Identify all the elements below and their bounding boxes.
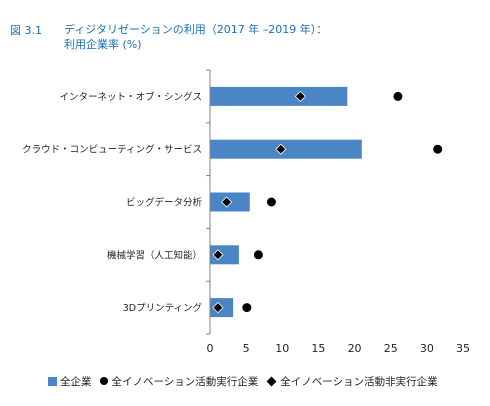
diamond-non-innovation — [212, 249, 224, 261]
dot-innovation — [433, 144, 443, 154]
category-label: 3Dプリンティング — [123, 302, 203, 314]
legend-item-innovation: 全イノベーション活動実行企業 — [99, 374, 259, 389]
legend-label-all-firms: 全企業 — [60, 375, 92, 388]
figure-title-line-1: ディジタリゼーションの利用（2017 年 –2019 年）： — [64, 23, 328, 36]
legend-item-all-firms: 全企業 — [48, 374, 92, 389]
non-innovation-diamonds — [212, 90, 306, 314]
legend-dot-swatch — [99, 377, 108, 385]
legend-label-innovation: 全イノベーション活動実行企業 — [111, 375, 259, 388]
legend-label-non-innovation: 全イノベーション活動非実行企業 — [280, 375, 438, 388]
category-label: ビッグデータ分析 — [126, 197, 203, 209]
innovation-dots — [242, 91, 443, 313]
dot-innovation — [242, 303, 252, 313]
diamond-non-innovation — [221, 196, 233, 208]
dot-innovation — [253, 250, 263, 260]
legend-diamond-swatch — [266, 376, 277, 386]
legend-bar-swatch — [48, 376, 57, 386]
x-tick-label: 15 — [311, 342, 325, 355]
category-label: クラウド・コンピューティング・サービス — [22, 144, 202, 156]
x-tick-label: 35 — [456, 342, 470, 355]
bar-all-firms — [210, 86, 348, 106]
dot-innovation — [266, 197, 276, 207]
x-tick-label: 0 — [207, 342, 214, 355]
bars — [210, 86, 362, 318]
figure-title-line-2: 利用企業率 (%) — [64, 38, 142, 51]
legend: 全企業 全イノベーション活動実行企業 全イノベーション活動非実行企業 — [48, 373, 446, 389]
category-labels: インターネット・オブ・シングスクラウド・コンピューティング・サービスビッグデータ… — [22, 91, 202, 314]
figure-number: 図 3.1 — [10, 24, 42, 37]
y-axis-ticks — [206, 69, 210, 335]
dot-innovation — [393, 91, 403, 101]
category-label: インターネット・オブ・シングス — [59, 91, 202, 103]
figure-title: ディジタリゼーションの利用（2017 年 –2019 年）： 利用企業率 (%) — [64, 22, 327, 52]
x-tick-label: 20 — [348, 342, 362, 355]
category-label: 機械学習（人工知能） — [107, 249, 202, 261]
diamond-non-innovation — [275, 143, 287, 155]
diamond-non-innovation — [212, 302, 224, 314]
x-tick-labels: 0 5 10 15 20 25 30 35 — [207, 342, 471, 355]
x-tick-label: 25 — [384, 342, 398, 355]
x-tick-label: 10 — [275, 342, 289, 355]
diamond-non-innovation — [294, 90, 306, 102]
legend-item-non-innovation: 全イノベーション活動非実行企業 — [266, 374, 438, 389]
x-tick-label: 5 — [243, 342, 250, 355]
x-tick-label: 30 — [420, 342, 434, 355]
